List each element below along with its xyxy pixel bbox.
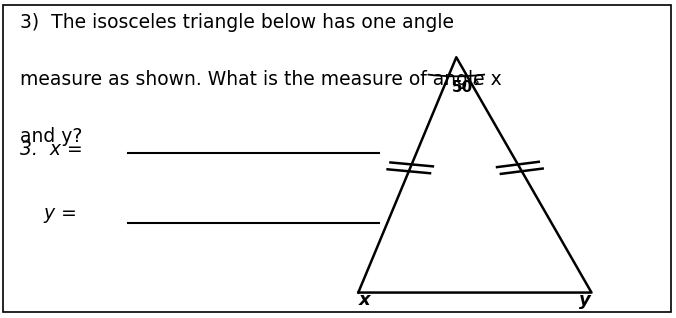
Text: 3)  The isosceles triangle below has one angle: 3) The isosceles triangle below has one … [20, 13, 454, 32]
Text: and y?: and y? [20, 127, 82, 146]
Text: 3.  x =: 3. x = [20, 140, 89, 159]
Text: y =: y = [20, 204, 83, 223]
Text: measure as shown. What is the measure of angle x: measure as shown. What is the measure of… [20, 70, 502, 89]
Text: 50°: 50° [452, 80, 481, 94]
Text: y: y [579, 291, 591, 309]
Text: x: x [359, 291, 371, 309]
